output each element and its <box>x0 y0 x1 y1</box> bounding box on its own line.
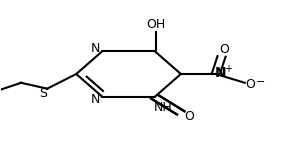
Text: O: O <box>246 78 256 91</box>
Text: −: − <box>256 77 265 87</box>
Text: NH: NH <box>154 101 173 114</box>
Text: +: + <box>224 64 232 74</box>
Text: N: N <box>91 92 100 106</box>
Text: S: S <box>39 87 47 100</box>
Text: OH: OH <box>147 17 166 30</box>
Text: N: N <box>214 66 226 80</box>
Text: N: N <box>91 42 100 56</box>
Text: O: O <box>185 110 194 123</box>
Text: O: O <box>220 43 230 56</box>
